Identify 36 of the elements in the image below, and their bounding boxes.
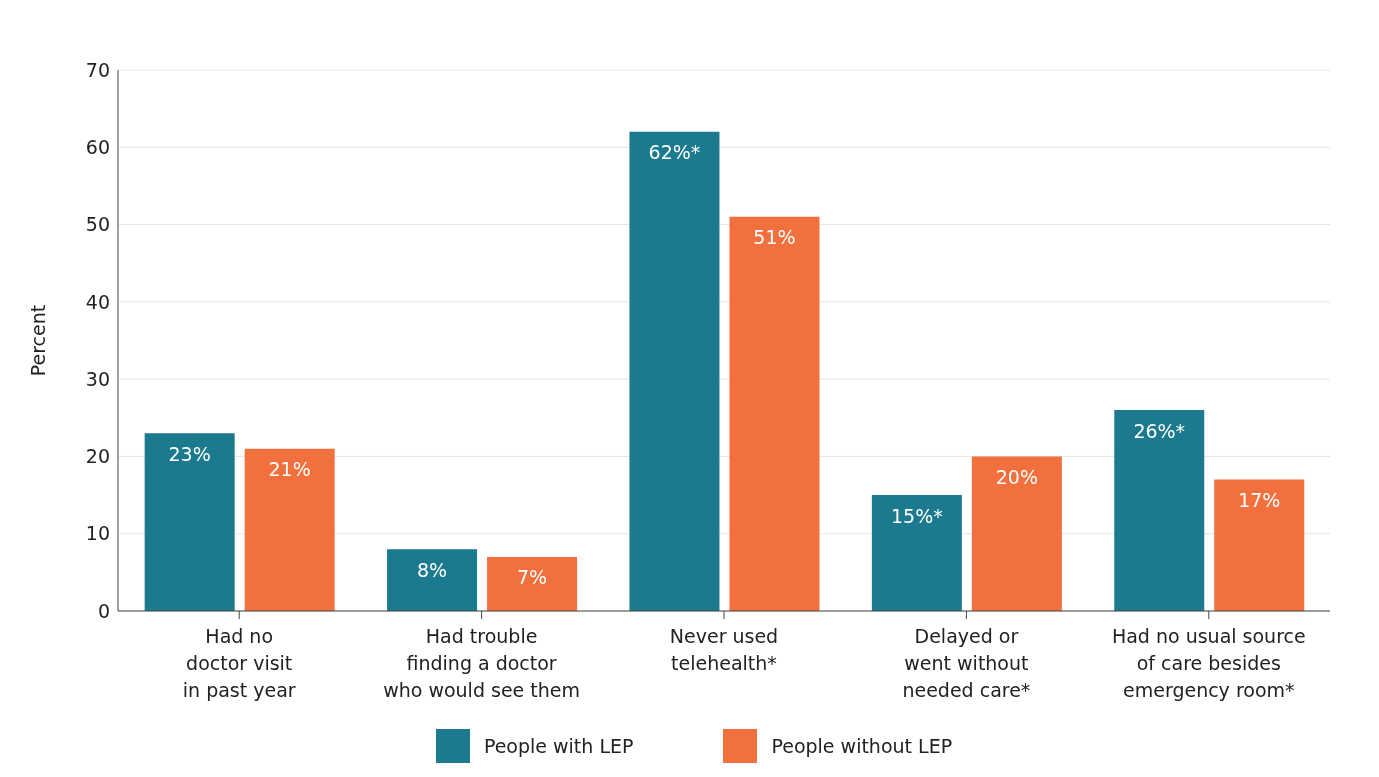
bar bbox=[871, 495, 962, 611]
x-tick-label: Never used telehealth* bbox=[669, 625, 779, 674]
bar bbox=[729, 216, 820, 611]
x-tick-label: Had no usual source of care besides emergency room* bbox=[1111, 625, 1306, 701]
bar bbox=[244, 448, 335, 611]
data-label: 51% bbox=[753, 226, 796, 249]
data-label: 62%* bbox=[648, 141, 701, 164]
bar bbox=[1114, 410, 1205, 611]
y-tick-label: 30 bbox=[85, 367, 110, 390]
bar bbox=[487, 556, 578, 611]
y-axis-title: Percent bbox=[26, 304, 49, 377]
data-label: 20% bbox=[995, 465, 1038, 488]
data-label: 15%* bbox=[891, 504, 943, 527]
data-label: 23% bbox=[168, 442, 211, 465]
y-tick-label: 60 bbox=[85, 136, 110, 159]
y-tick-label: 20 bbox=[85, 445, 110, 468]
bar bbox=[387, 549, 478, 611]
bar bbox=[1214, 479, 1305, 611]
x-tick-label: Had trouble finding a doctor who would see them bbox=[383, 625, 581, 701]
y-tick-label: 70 bbox=[85, 58, 110, 81]
legend-label: People without LEP bbox=[771, 735, 953, 757]
y-tick-label: 0 bbox=[97, 599, 110, 622]
x-tick-label: Had no doctor visit in past year bbox=[182, 625, 296, 701]
y-tick-label: 40 bbox=[85, 290, 110, 313]
bar bbox=[144, 433, 235, 611]
data-label: 7% bbox=[516, 566, 548, 589]
bar bbox=[971, 456, 1062, 611]
data-label: 26%* bbox=[1133, 419, 1186, 442]
data-label: 17% bbox=[1238, 489, 1281, 512]
y-tick-label: 50 bbox=[85, 213, 110, 236]
data-label: 8% bbox=[416, 558, 448, 581]
x-tick-label: Delayed or went without needed care* bbox=[902, 625, 1031, 701]
data-label: 21% bbox=[268, 458, 311, 481]
bar bbox=[629, 131, 720, 611]
legend-label: People with LEP bbox=[483, 735, 634, 757]
y-tick-label: 10 bbox=[85, 522, 110, 545]
